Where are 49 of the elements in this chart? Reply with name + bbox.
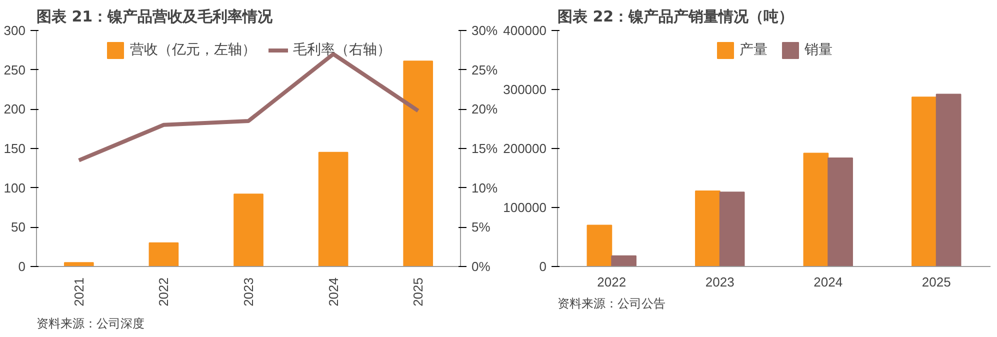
- legend-label: 毛利率（右轴）: [293, 41, 391, 59]
- y2-tick-label: 15%: [472, 141, 498, 156]
- y2-tick-label: 30%: [472, 23, 498, 38]
- bar: [64, 262, 94, 266]
- y2-tick-label: 20%: [472, 102, 498, 117]
- text: 资料来源：公司公告: [558, 296, 666, 310]
- bar: [912, 96, 937, 266]
- y-tick-label: 400000: [503, 23, 547, 38]
- y-tick-label: 200000: [503, 141, 547, 156]
- y-tick-label: 0: [18, 259, 26, 274]
- y-tick-label: 100: [4, 180, 26, 196]
- bar: [318, 152, 348, 266]
- y-tick-label: 300: [4, 23, 26, 38]
- x-tick-label: 2022: [156, 278, 172, 306]
- legend-label: 营收（亿元，左轴）: [130, 41, 256, 59]
- x-tick-label: 2025: [922, 274, 951, 290]
- y2-tick-label: 25%: [472, 62, 498, 78]
- bar: [148, 242, 179, 266]
- bar: [695, 190, 720, 266]
- y-tick-label: 50: [11, 220, 26, 235]
- legend-label: 产量: [740, 41, 768, 59]
- y-tick-label: 200: [4, 102, 26, 117]
- x-tick-label: 2024: [814, 274, 843, 290]
- y2-tick-label: 5%: [472, 220, 491, 235]
- bar: [803, 152, 829, 266]
- bar: [828, 157, 853, 266]
- x-tick-label: 2022: [597, 274, 626, 290]
- chart-title: 图表 21：镍产品营收及毛利率情况: [36, 8, 274, 26]
- x-tick-label: 2024: [326, 278, 341, 306]
- legend-label: 销量: [804, 41, 832, 59]
- y-tick-label: 150: [4, 141, 26, 156]
- y-tick-label: 0: [539, 259, 547, 274]
- bar: [936, 94, 962, 266]
- bar: [719, 192, 745, 266]
- y-tick-label: 300000: [503, 82, 547, 97]
- x-tick-label: 2025: [410, 278, 426, 306]
- y2-tick-label: 10%: [472, 180, 498, 196]
- bar: [234, 194, 264, 266]
- x-tick-label: 2021: [71, 278, 86, 306]
- y-tick-label: 250: [4, 62, 26, 78]
- bar: [403, 60, 434, 266]
- text: 资料来源：公司深度: [36, 316, 144, 330]
- x-tick-label: 2023: [705, 274, 734, 290]
- x-tick-label: 2023: [241, 278, 256, 306]
- bar: [611, 255, 636, 266]
- y-tick-label: 100000: [503, 200, 547, 215]
- chart-title: 图表 22：镍产品产销量情况（吨）: [558, 8, 794, 26]
- bar: [586, 224, 612, 266]
- y2-tick-label: 0%: [472, 259, 491, 274]
